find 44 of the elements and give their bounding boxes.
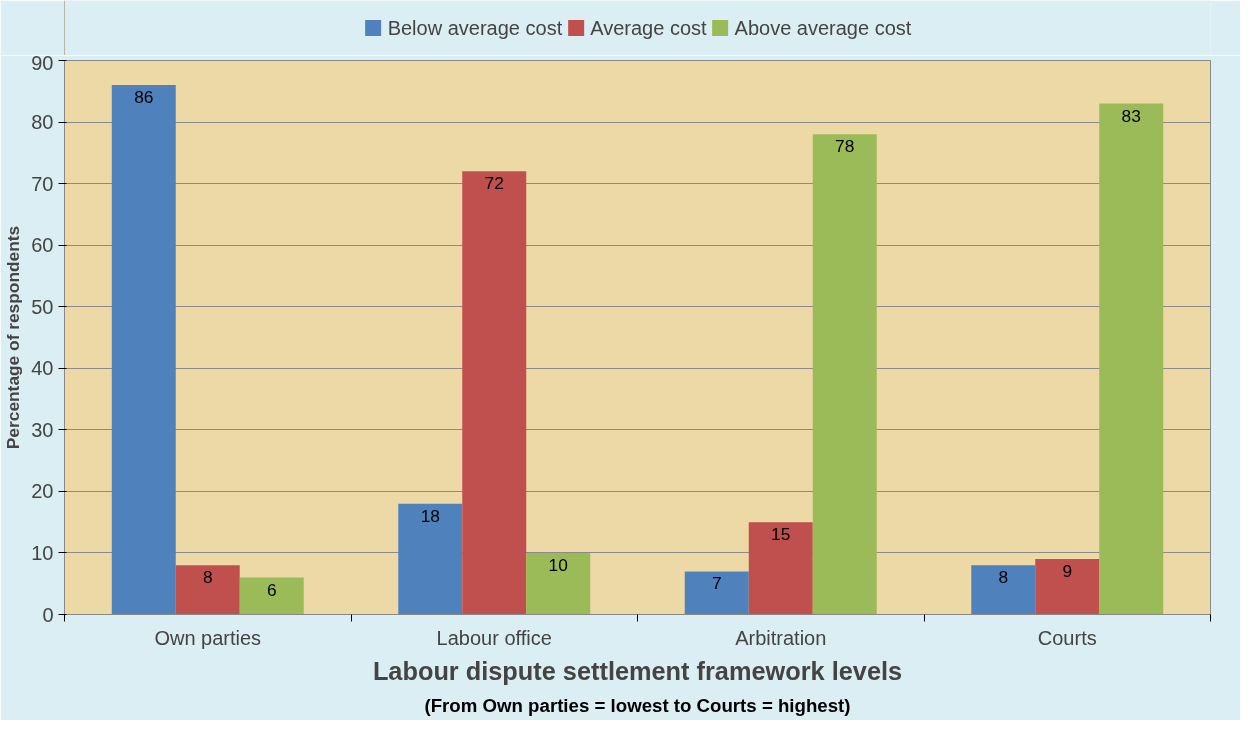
- data-label: 72: [484, 173, 504, 194]
- legend-label: Above average cost: [734, 16, 912, 39]
- y-tick-label: 0: [42, 603, 54, 626]
- data-label: 7: [711, 573, 722, 594]
- y-tick-label: 40: [31, 357, 54, 380]
- data-label: 78: [835, 136, 855, 157]
- x-tick-label: Labour office: [436, 626, 552, 649]
- bar: [526, 552, 591, 615]
- y-tick-label: 50: [31, 295, 54, 318]
- bar: [684, 571, 749, 615]
- bar: [398, 503, 463, 615]
- legend-label: Average cost: [590, 16, 707, 39]
- bar: [175, 565, 240, 615]
- x-axis-title: Labour dispute settlement framework levels: [372, 656, 903, 685]
- bar: [462, 171, 527, 615]
- data-label: 15: [771, 524, 791, 545]
- data-label: 86: [134, 87, 154, 108]
- bar: [748, 522, 813, 615]
- data-label: 9: [1062, 561, 1073, 582]
- bar: [239, 577, 304, 615]
- data-label: 8: [202, 567, 213, 588]
- y-axis-title: Percentage of respondents: [3, 225, 24, 450]
- y-tick-label: 60: [31, 234, 54, 257]
- data-label: 10: [548, 554, 568, 575]
- x-tick-label: Arbitration: [735, 626, 827, 649]
- x-tick-label: Courts: [1037, 626, 1097, 649]
- bar: [812, 134, 877, 615]
- y-tick-label: 80: [31, 111, 54, 134]
- y-tick-label: 70: [31, 172, 54, 195]
- data-label: 83: [1121, 105, 1141, 126]
- legend-label: Below average cost: [387, 16, 563, 39]
- bar: [971, 565, 1036, 615]
- y-tick-label: 90: [31, 51, 54, 74]
- data-label: 8: [998, 567, 1009, 588]
- text: (From Own parties = lowest to Courts = highest): [424, 694, 851, 716]
- y-tick-label: 20: [31, 480, 54, 503]
- bar: [111, 85, 176, 615]
- y-tick-label: 10: [31, 541, 54, 564]
- data-label: 6: [266, 579, 277, 600]
- bar: [1099, 103, 1164, 615]
- y-tick-label: 30: [31, 418, 54, 441]
- bar: [1035, 559, 1100, 615]
- data-label: 18: [420, 505, 440, 526]
- x-tick-label: Own parties: [154, 626, 262, 649]
